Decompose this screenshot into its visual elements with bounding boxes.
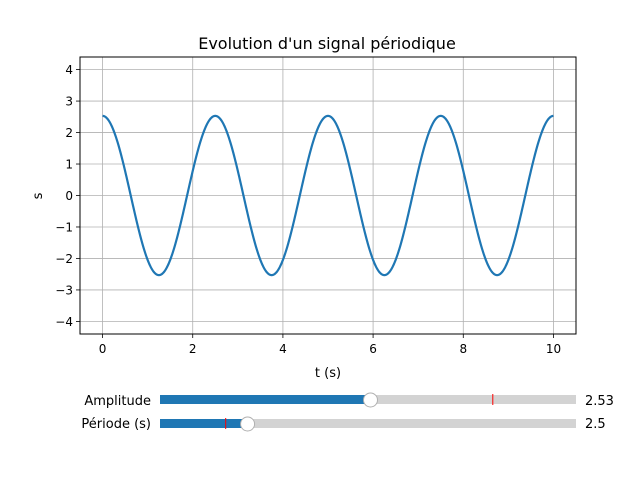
y-tick-label: −3 <box>55 283 73 297</box>
y-axis-label: s <box>31 192 46 199</box>
y-tick-label: 1 <box>65 158 73 172</box>
period-slider-handle[interactable] <box>240 416 256 432</box>
period-slider[interactable]: Période (s) 2.5 <box>81 416 606 432</box>
period-slider-fill <box>160 419 248 428</box>
period-slider-track[interactable] <box>160 419 576 428</box>
amplitude-slider-fill <box>160 395 371 404</box>
x-tick-label: 10 <box>546 342 561 356</box>
amplitude-slider-handle[interactable] <box>363 392 378 408</box>
chart-title: Evolution d'un signal périodique <box>198 34 456 53</box>
x-tick-label: 4 <box>279 342 287 356</box>
y-tick-label: −4 <box>55 315 73 329</box>
amplitude-slider[interactable]: Amplitude 2.53 <box>84 392 614 409</box>
y-tick-label: 2 <box>65 126 73 140</box>
y-tick-label: 0 <box>65 189 73 203</box>
y-tick-label: 4 <box>65 63 73 77</box>
period-slider-label: Période (s) <box>81 417 151 432</box>
x-axis-label: t (s) <box>315 366 341 381</box>
amplitude-slider-label: Amplitude <box>84 394 151 409</box>
y-tick-label: −1 <box>55 220 73 234</box>
x-tick-label: 0 <box>99 342 107 356</box>
y-tick-label: 3 <box>65 95 73 109</box>
period-slider-value: 2.5 <box>585 417 606 432</box>
amplitude-slider-value: 2.53 <box>585 394 614 409</box>
x-tick-label: 2 <box>189 342 197 356</box>
y-tick-label: −2 <box>55 252 73 266</box>
plot-area: 0 2 4 6 8 10 −4 −3 −2 −1 0 1 2 3 4 <box>55 56 577 356</box>
x-tick-label: 6 <box>369 342 377 356</box>
x-tick-label: 8 <box>459 342 467 356</box>
signal-line <box>102 114 554 277</box>
